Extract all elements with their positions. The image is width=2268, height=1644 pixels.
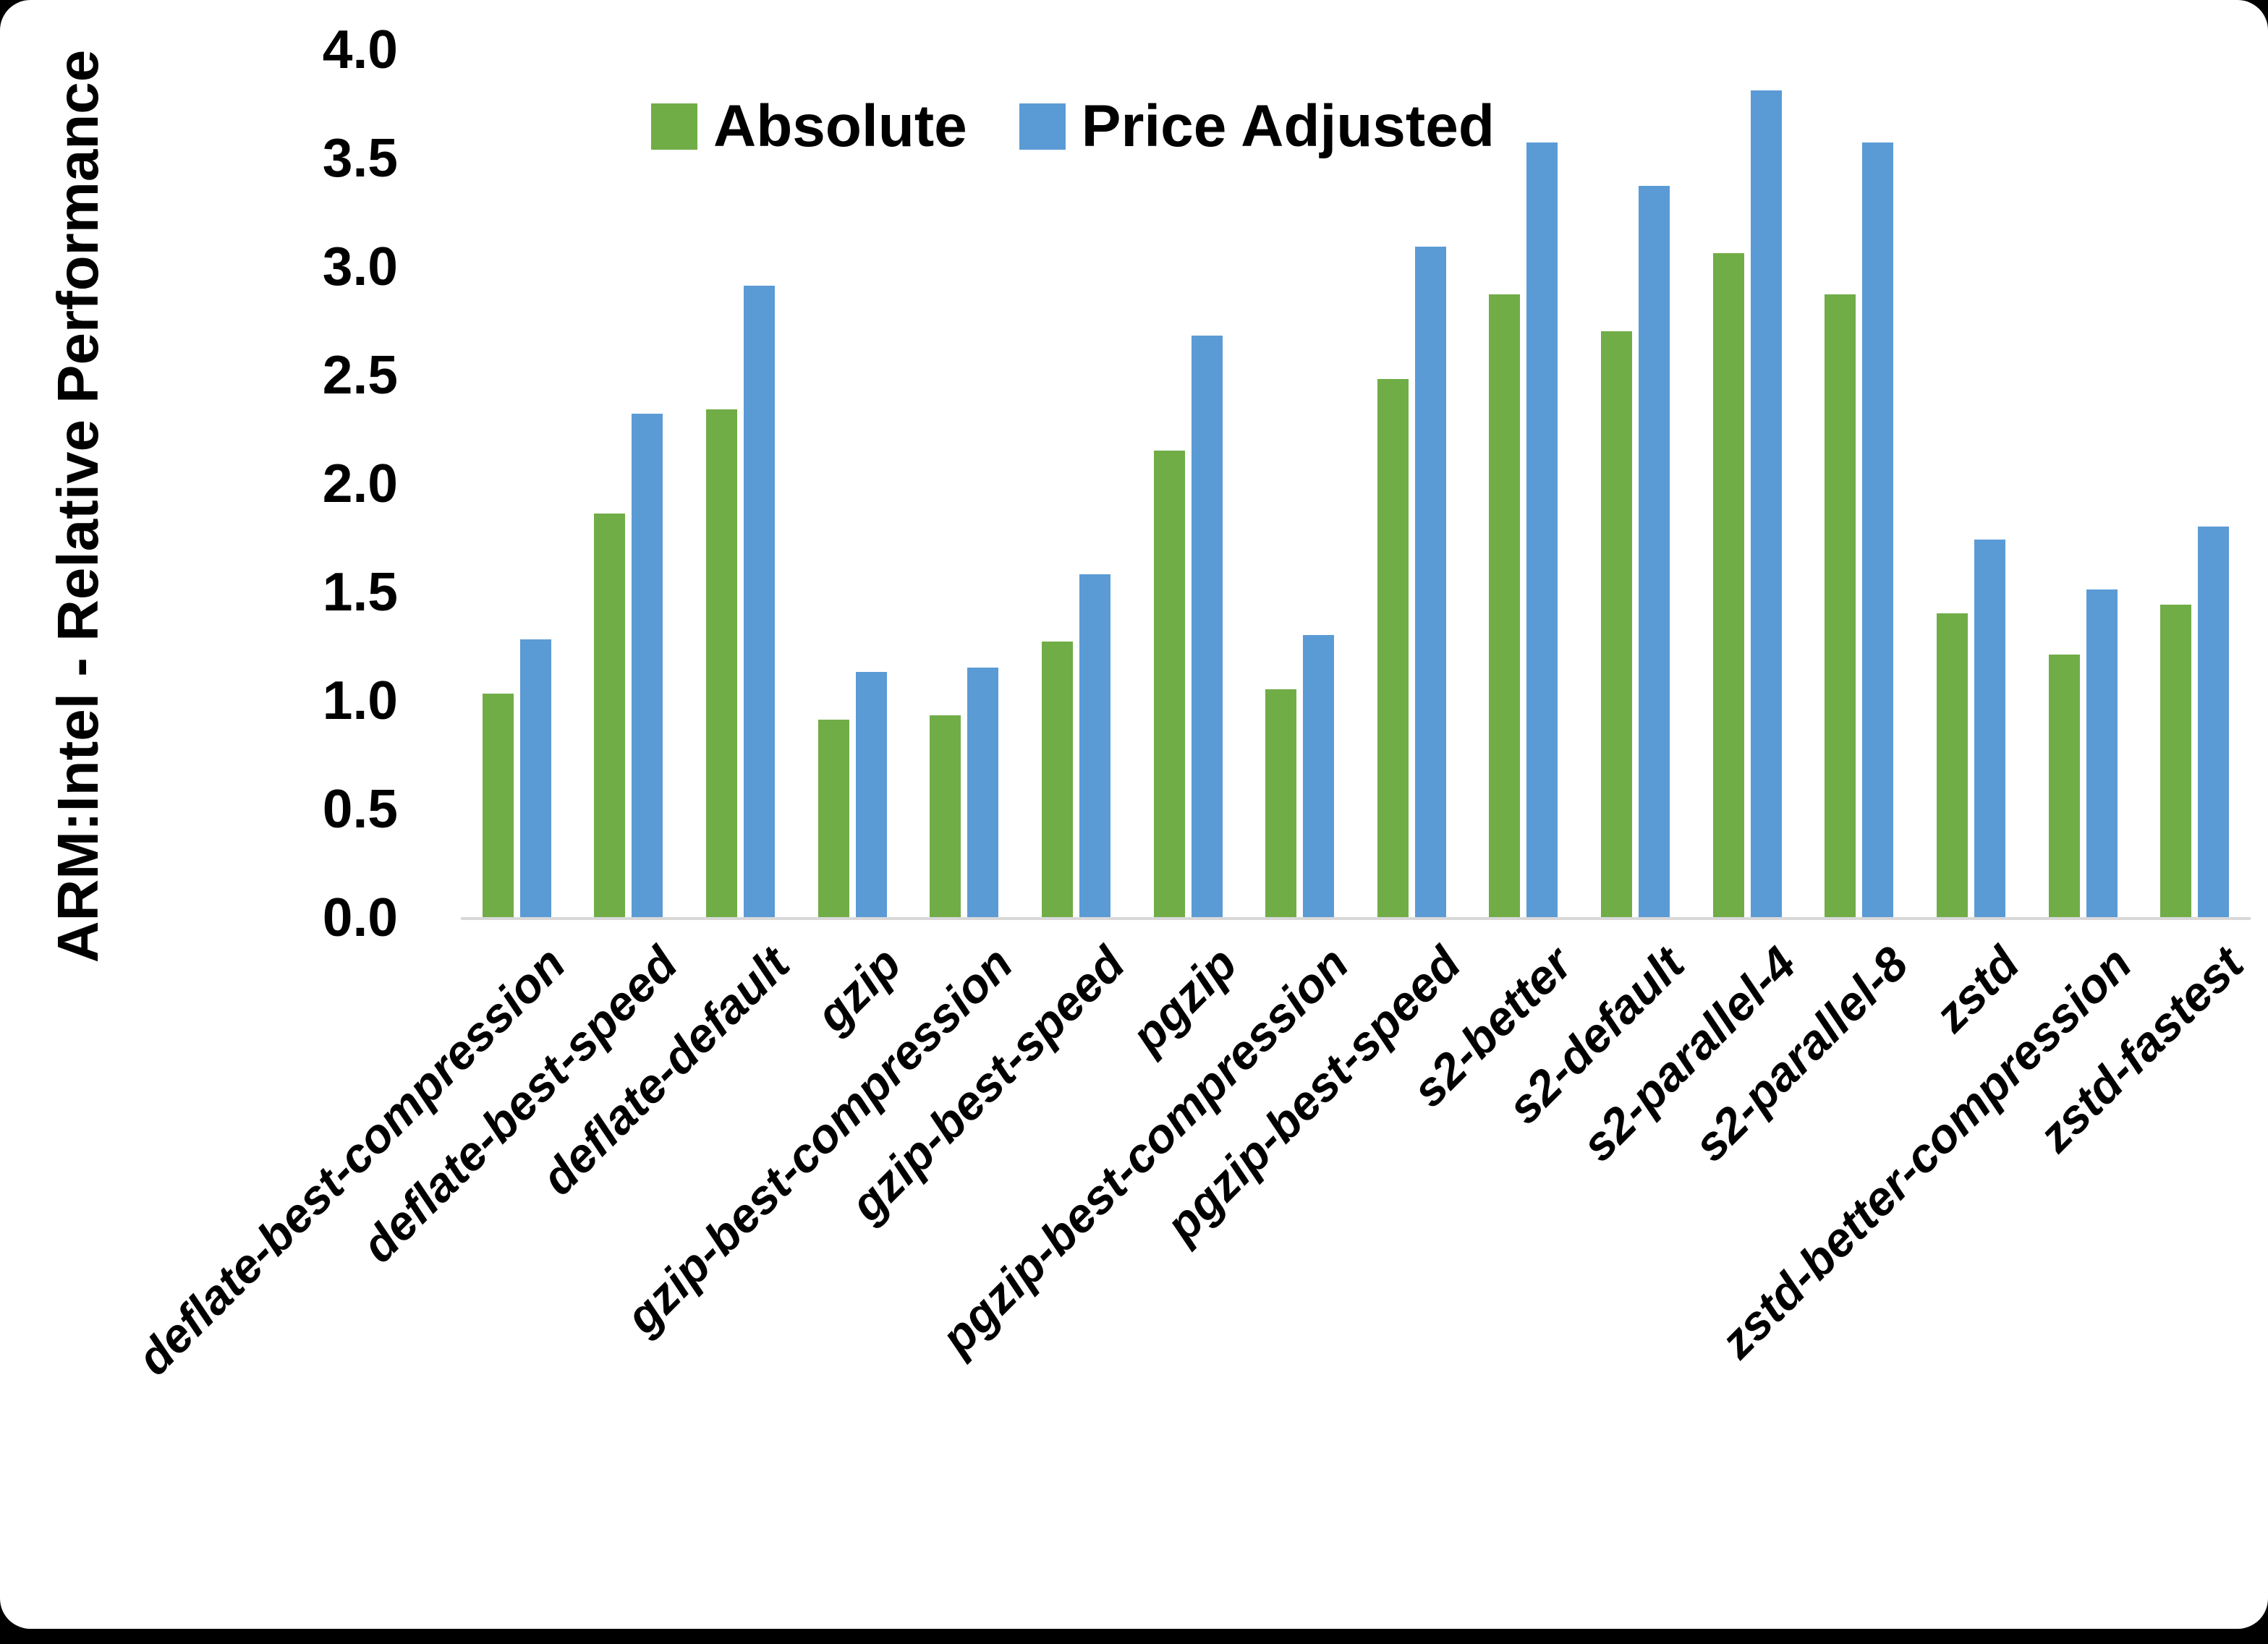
bar-price-adjusted — [2086, 589, 2118, 917]
bar-absolute — [1489, 294, 1521, 917]
bar-price-adjusted — [1303, 635, 1335, 917]
legend-label-price-adjusted: Price Adjusted — [1081, 93, 1495, 159]
bar-group — [1132, 49, 1244, 917]
legend-item-absolute: Absolute — [651, 93, 967, 161]
bar-absolute — [1936, 613, 1968, 917]
y-axis-tick-label: 0.0 — [322, 887, 398, 947]
bar-group — [1691, 49, 1804, 917]
bar-group — [2027, 49, 2139, 917]
bar-group — [2139, 49, 2251, 917]
bar-absolute — [1041, 642, 1073, 917]
bar-price-adjusted — [1191, 336, 1223, 917]
y-axis-tick-label: 2.5 — [322, 344, 398, 405]
bar-group — [461, 49, 573, 917]
bar-absolute — [1265, 689, 1297, 917]
bar-absolute — [817, 720, 849, 917]
bar-group — [1020, 49, 1132, 917]
bar-group — [1579, 49, 1691, 917]
bar-group — [1356, 49, 1468, 917]
legend-label-absolute: Absolute — [713, 93, 967, 159]
bar-price-adjusted — [1414, 247, 1446, 917]
y-axis-tick-label: 1.5 — [322, 561, 398, 622]
bar-absolute — [2048, 655, 2080, 917]
legend: Absolute Price Adjusted — [651, 93, 1495, 161]
bar-absolute — [930, 715, 961, 917]
bar-absolute — [706, 409, 738, 917]
bar-price-adjusted — [2198, 527, 2230, 917]
x-axis-label: deflate-best-compression — [127, 936, 576, 1385]
bar-group — [573, 49, 685, 917]
y-axis-title: ARM:Intel - Relative Performance — [46, 49, 110, 963]
bar-price-adjusted — [1526, 142, 1558, 917]
bar-group — [1804, 49, 1916, 917]
legend-item-price-adjusted: Price Adjusted — [1019, 93, 1495, 161]
bar-absolute — [1601, 331, 1633, 917]
bar-price-adjusted — [967, 668, 999, 917]
y-axis-tick-label: 3.0 — [322, 236, 398, 297]
bar-price-adjusted — [1639, 186, 1670, 917]
y-axis-tick-label: 4.0 — [322, 19, 398, 80]
bar-group — [1244, 49, 1356, 917]
bar-price-adjusted — [1079, 574, 1110, 917]
y-axis-tick-label: 2.0 — [322, 453, 398, 514]
bar-absolute — [1825, 294, 1856, 917]
bar-group — [684, 49, 797, 917]
bar-absolute — [482, 694, 514, 917]
y-axis-tick-label: 1.0 — [322, 670, 398, 731]
bar-price-adjusted — [519, 639, 551, 917]
bar-price-adjusted — [1750, 90, 1782, 917]
bar-absolute — [594, 514, 626, 917]
bar-price-adjusted — [855, 672, 887, 917]
bar-absolute — [1377, 379, 1409, 917]
bar-group — [1468, 49, 1580, 917]
y-axis-tick-label: 0.5 — [322, 778, 398, 839]
price-adjusted-swatch-icon — [1019, 103, 1066, 150]
bar-price-adjusted — [744, 286, 776, 917]
y-axis-tick-label: 3.5 — [322, 127, 398, 188]
bar-group — [797, 49, 909, 917]
plot-area — [461, 49, 2251, 920]
bar-absolute — [1153, 451, 1185, 917]
bar-price-adjusted — [632, 414, 663, 917]
bar-price-adjusted — [1974, 540, 2005, 917]
bar-absolute — [1712, 253, 1744, 917]
absolute-swatch-icon — [651, 103, 697, 150]
bar-group — [1915, 49, 2027, 917]
bar-group — [909, 49, 1021, 917]
bar-absolute — [2160, 605, 2192, 917]
bar-price-adjusted — [1862, 142, 1894, 917]
